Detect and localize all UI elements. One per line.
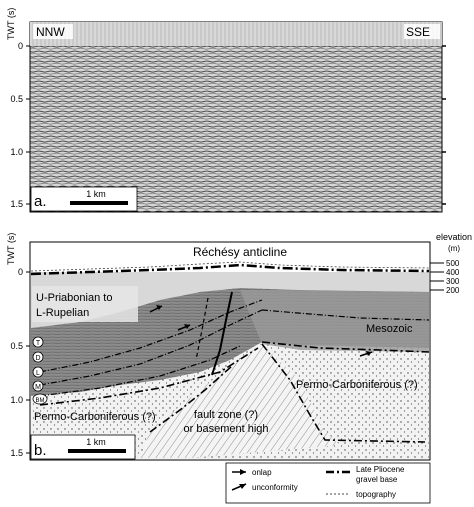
mesozoic-fill bbox=[240, 290, 429, 352]
fault-zone-label-line1: fault zone (?) bbox=[194, 409, 258, 421]
elevation-300: 300 bbox=[446, 277, 460, 286]
marker-bm bbox=[32, 393, 48, 405]
panel-b: TWT (s) bbox=[6, 232, 472, 461]
sse-label-bg bbox=[404, 24, 440, 39]
legend-unconformity-arrowhead bbox=[239, 484, 246, 489]
panel-a-tick-2: 1.0 bbox=[10, 147, 23, 157]
panel-b-tick-3: 1.5 bbox=[10, 448, 23, 458]
panel-a-scale-label: 1 km bbox=[86, 189, 106, 199]
main-fault bbox=[211, 291, 233, 376]
fault-zone-fill bbox=[140, 344, 340, 458]
permo-label-left: Permo-Carboniferous (?) bbox=[34, 411, 156, 423]
legend-onlap-arrowhead bbox=[240, 469, 246, 475]
panel-b-label: b. bbox=[34, 442, 47, 459]
panel-b-tick-0: 0 bbox=[18, 267, 23, 277]
horizon-t bbox=[39, 299, 263, 373]
nnw-label-bg bbox=[33, 24, 73, 39]
panel-a-tick-0: 0 bbox=[18, 41, 23, 51]
elevation-200: 200 bbox=[446, 286, 460, 295]
panel-b-scale-bar bbox=[68, 449, 126, 453]
panel-b-label-box bbox=[30, 434, 136, 460]
marker-t bbox=[32, 336, 44, 348]
panel-b-scale-label: 1 km bbox=[86, 437, 106, 447]
horizon-m bbox=[39, 347, 259, 406]
basement-boundary-right bbox=[261, 343, 426, 443]
legend-unconformity-label: unconformity bbox=[252, 483, 298, 492]
legend-gravel-label-line2: gravel base bbox=[356, 475, 398, 484]
panel-a-tick-3: 1.5 bbox=[10, 199, 23, 209]
priabonian-label-bg bbox=[32, 286, 138, 322]
direction-sse: SSE bbox=[406, 25, 430, 39]
elevation-500: 500 bbox=[446, 259, 460, 268]
panel-a-seismic-section bbox=[29, 21, 443, 213]
priabonian-label-line1: U-Priabonian to bbox=[36, 292, 112, 304]
horizon-l bbox=[39, 345, 241, 397]
fault-zone-label-line2: or basement high bbox=[184, 423, 269, 435]
panel-a-noise-zone bbox=[30, 22, 442, 46]
legend: onlap unconformity Late Pliocene gravel … bbox=[225, 462, 431, 504]
panel-a-scale-bar bbox=[70, 201, 128, 205]
horizon-d bbox=[39, 309, 263, 386]
marker-m bbox=[32, 380, 44, 392]
permo-label-right: Permo-Carboniferous (?) bbox=[296, 379, 418, 391]
gravel-base-line bbox=[30, 263, 430, 276]
legend-onlap-label: onlap bbox=[252, 468, 272, 477]
mesozoic-label: Mesozoic bbox=[366, 323, 413, 335]
marker-d-label: D bbox=[35, 355, 40, 362]
anticline-title: Réchésy anticline bbox=[193, 245, 287, 259]
panel-b-y-axis-label: TWT (s) bbox=[6, 233, 16, 265]
panel-a-label-box bbox=[30, 186, 138, 212]
elevation-label: elevation bbox=[436, 232, 472, 242]
panel-a: TWT (s) 0 0.5 1.0 1.5 NNW SSE a. 1 km bbox=[6, 8, 446, 213]
marker-l-label: L bbox=[36, 370, 40, 377]
basement-boundary-left bbox=[149, 365, 233, 433]
panel-b-tick-2: 1.0 bbox=[10, 395, 23, 405]
marker-bm-label: BM bbox=[36, 398, 45, 404]
onlap-arrowhead-3 bbox=[366, 351, 372, 356]
secondary-fault bbox=[195, 297, 209, 361]
horizon-mesozoic-top bbox=[261, 309, 430, 321]
elevation-unit: (m) bbox=[448, 244, 460, 253]
panel-a-tick-1: 0.5 bbox=[10, 94, 23, 104]
panel-a-y-axis-label: TWT (s) bbox=[6, 8, 16, 40]
legend-topography-label: topography bbox=[356, 490, 396, 499]
marker-l bbox=[32, 366, 44, 378]
marker-d bbox=[32, 351, 44, 363]
legend-gravel-label-line1: Late Pliocene bbox=[356, 465, 405, 474]
onlap-arrowhead-1 bbox=[156, 305, 162, 310]
topography-line bbox=[30, 261, 430, 272]
panel-a-label: a. bbox=[34, 193, 47, 210]
marker-m-label: M bbox=[35, 384, 41, 391]
elevation-400: 400 bbox=[446, 268, 460, 277]
marker-t-label: T bbox=[36, 340, 41, 347]
onlap-arrowhead-2 bbox=[184, 324, 190, 329]
direction-nnw: NNW bbox=[36, 25, 65, 39]
panel-b-tick-1: 0.5 bbox=[10, 341, 23, 351]
priabonian-label-line2: L-Rupelian bbox=[36, 307, 89, 319]
legend-box bbox=[225, 462, 431, 504]
